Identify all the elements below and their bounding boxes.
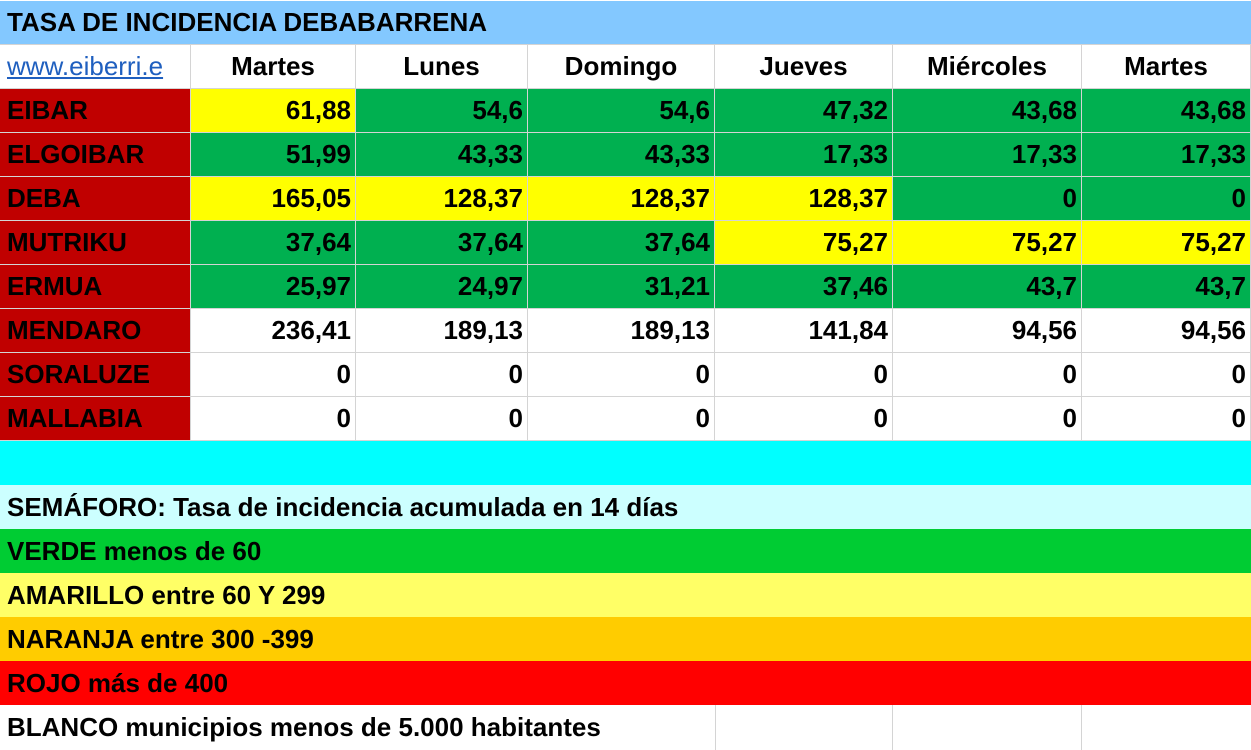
website-link[interactable]: www.eiberri.e xyxy=(0,45,191,89)
incidence-value: 165,05 xyxy=(191,177,356,221)
incidence-value: 24,97 xyxy=(356,265,528,309)
day-header: Martes xyxy=(1082,45,1251,89)
incidence-value: 0 xyxy=(715,353,893,397)
incidence-value: 75,27 xyxy=(1082,221,1251,265)
incidence-value: 54,6 xyxy=(356,89,528,133)
incidence-value: 37,46 xyxy=(715,265,893,309)
incidence-value: 0 xyxy=(893,397,1082,441)
table-title: TASA DE INCIDENCIA DEBABARRENA xyxy=(0,1,1251,45)
header-row: www.eiberri.e Martes Lunes Domingo Jueve… xyxy=(0,45,1251,89)
legend-amarillo: AMARILLO entre 60 Y 299 xyxy=(0,573,1251,617)
incidence-value: 43,7 xyxy=(1082,265,1251,309)
incidence-value: 0 xyxy=(1082,353,1251,397)
website-link-text[interactable]: www.eiberri.e xyxy=(7,51,164,81)
municipio-name: ELGOIBAR xyxy=(0,133,191,177)
day-header: Jueves xyxy=(715,45,893,89)
table-row: ELGOIBAR 51,99 43,33 43,33 17,33 17,33 17,33 xyxy=(0,133,1251,177)
municipio-name: ERMUA xyxy=(0,265,191,309)
incidence-value: 189,13 xyxy=(356,309,528,353)
incidence-value: 17,33 xyxy=(715,133,893,177)
incidence-value: 0 xyxy=(356,353,528,397)
incidence-value: 54,6 xyxy=(528,89,715,133)
incidence-value: 17,33 xyxy=(893,133,1082,177)
incidence-value: 25,97 xyxy=(191,265,356,309)
legend-verde: VERDE menos de 60 xyxy=(0,529,1251,573)
table-row: MENDARO 236,41 189,13 189,13 141,84 94,56 94,5… xyxy=(0,309,1251,353)
incidence-value: 43,7 xyxy=(893,265,1082,309)
day-header: Domingo xyxy=(528,45,715,89)
incidence-value: 0 xyxy=(528,397,715,441)
incidence-value: 94,56 xyxy=(1082,309,1251,353)
incidence-value: 0 xyxy=(356,397,528,441)
incidence-value: 37,64 xyxy=(356,221,528,265)
day-header: Miércoles xyxy=(893,45,1082,89)
incidence-value: 94,56 xyxy=(893,309,1082,353)
municipio-name: DEBA xyxy=(0,177,191,221)
legend-blanco: BLANCO municipios menos de 5.000 habitan… xyxy=(0,705,1251,749)
incidence-value: 0 xyxy=(191,397,356,441)
incidence-value: 0 xyxy=(715,397,893,441)
incidence-value: 236,41 xyxy=(191,309,356,353)
municipio-name: EIBAR xyxy=(0,89,191,133)
incidence-value: 43,68 xyxy=(1082,89,1251,133)
incidence-value: 43,33 xyxy=(356,133,528,177)
grid-line xyxy=(715,705,716,750)
incidence-value: 0 xyxy=(1082,397,1251,441)
incidence-value: 128,37 xyxy=(528,177,715,221)
legend-naranja: NARANJA entre 300 -399 xyxy=(0,617,1251,661)
incidence-value: 128,37 xyxy=(356,177,528,221)
incidence-value: 51,99 xyxy=(191,133,356,177)
incidence-value: 17,33 xyxy=(1082,133,1251,177)
spacer-band xyxy=(0,441,1251,485)
municipio-name: MUTRIKU xyxy=(0,221,191,265)
incidence-value: 61,88 xyxy=(191,89,356,133)
table-row: EIBAR 61,88 54,6 54,6 47,32 43,68 43,68 xyxy=(0,89,1251,133)
day-header: Martes xyxy=(191,45,356,89)
incidence-value: 0 xyxy=(528,353,715,397)
incidence-value: 0 xyxy=(191,353,356,397)
table-row: ERMUA 25,97 24,97 31,21 37,46 43,7 43,7 xyxy=(0,265,1251,309)
legend-rojo: ROJO más de 400 xyxy=(0,661,1251,705)
incidence-value: 43,33 xyxy=(528,133,715,177)
incidence-value: 128,37 xyxy=(715,177,893,221)
incidence-value: 75,27 xyxy=(893,221,1082,265)
municipio-name: MALLABIA xyxy=(0,397,191,441)
incidence-value: 47,32 xyxy=(715,89,893,133)
incidence-value: 75,27 xyxy=(715,221,893,265)
incidence-value: 189,13 xyxy=(528,309,715,353)
day-header: Lunes xyxy=(356,45,528,89)
table-row: SORALUZE 0 0 0 0 0 0 xyxy=(0,353,1251,397)
incidence-value: 0 xyxy=(893,177,1082,221)
incidence-value: 43,68 xyxy=(893,89,1082,133)
table-row: MUTRIKU 37,64 37,64 37,64 75,27 75,27 75,27 xyxy=(0,221,1251,265)
incidence-value: 37,64 xyxy=(528,221,715,265)
municipio-name: SORALUZE xyxy=(0,353,191,397)
table-row: DEBA 165,05 128,37 128,37 128,37 0 0 xyxy=(0,177,1251,221)
grid-line xyxy=(892,705,893,750)
incidence-value: 0 xyxy=(1082,177,1251,221)
municipio-name: MENDARO xyxy=(0,309,191,353)
table-row: MALLABIA 0 0 0 0 0 0 xyxy=(0,397,1251,441)
incidence-value: 31,21 xyxy=(528,265,715,309)
incidence-value: 0 xyxy=(893,353,1082,397)
incidence-value: 141,84 xyxy=(715,309,893,353)
incidence-value: 37,64 xyxy=(191,221,356,265)
legend-header: SEMÁFORO: Tasa de incidencia acumulada e… xyxy=(0,485,1251,529)
grid-line xyxy=(1081,705,1082,750)
